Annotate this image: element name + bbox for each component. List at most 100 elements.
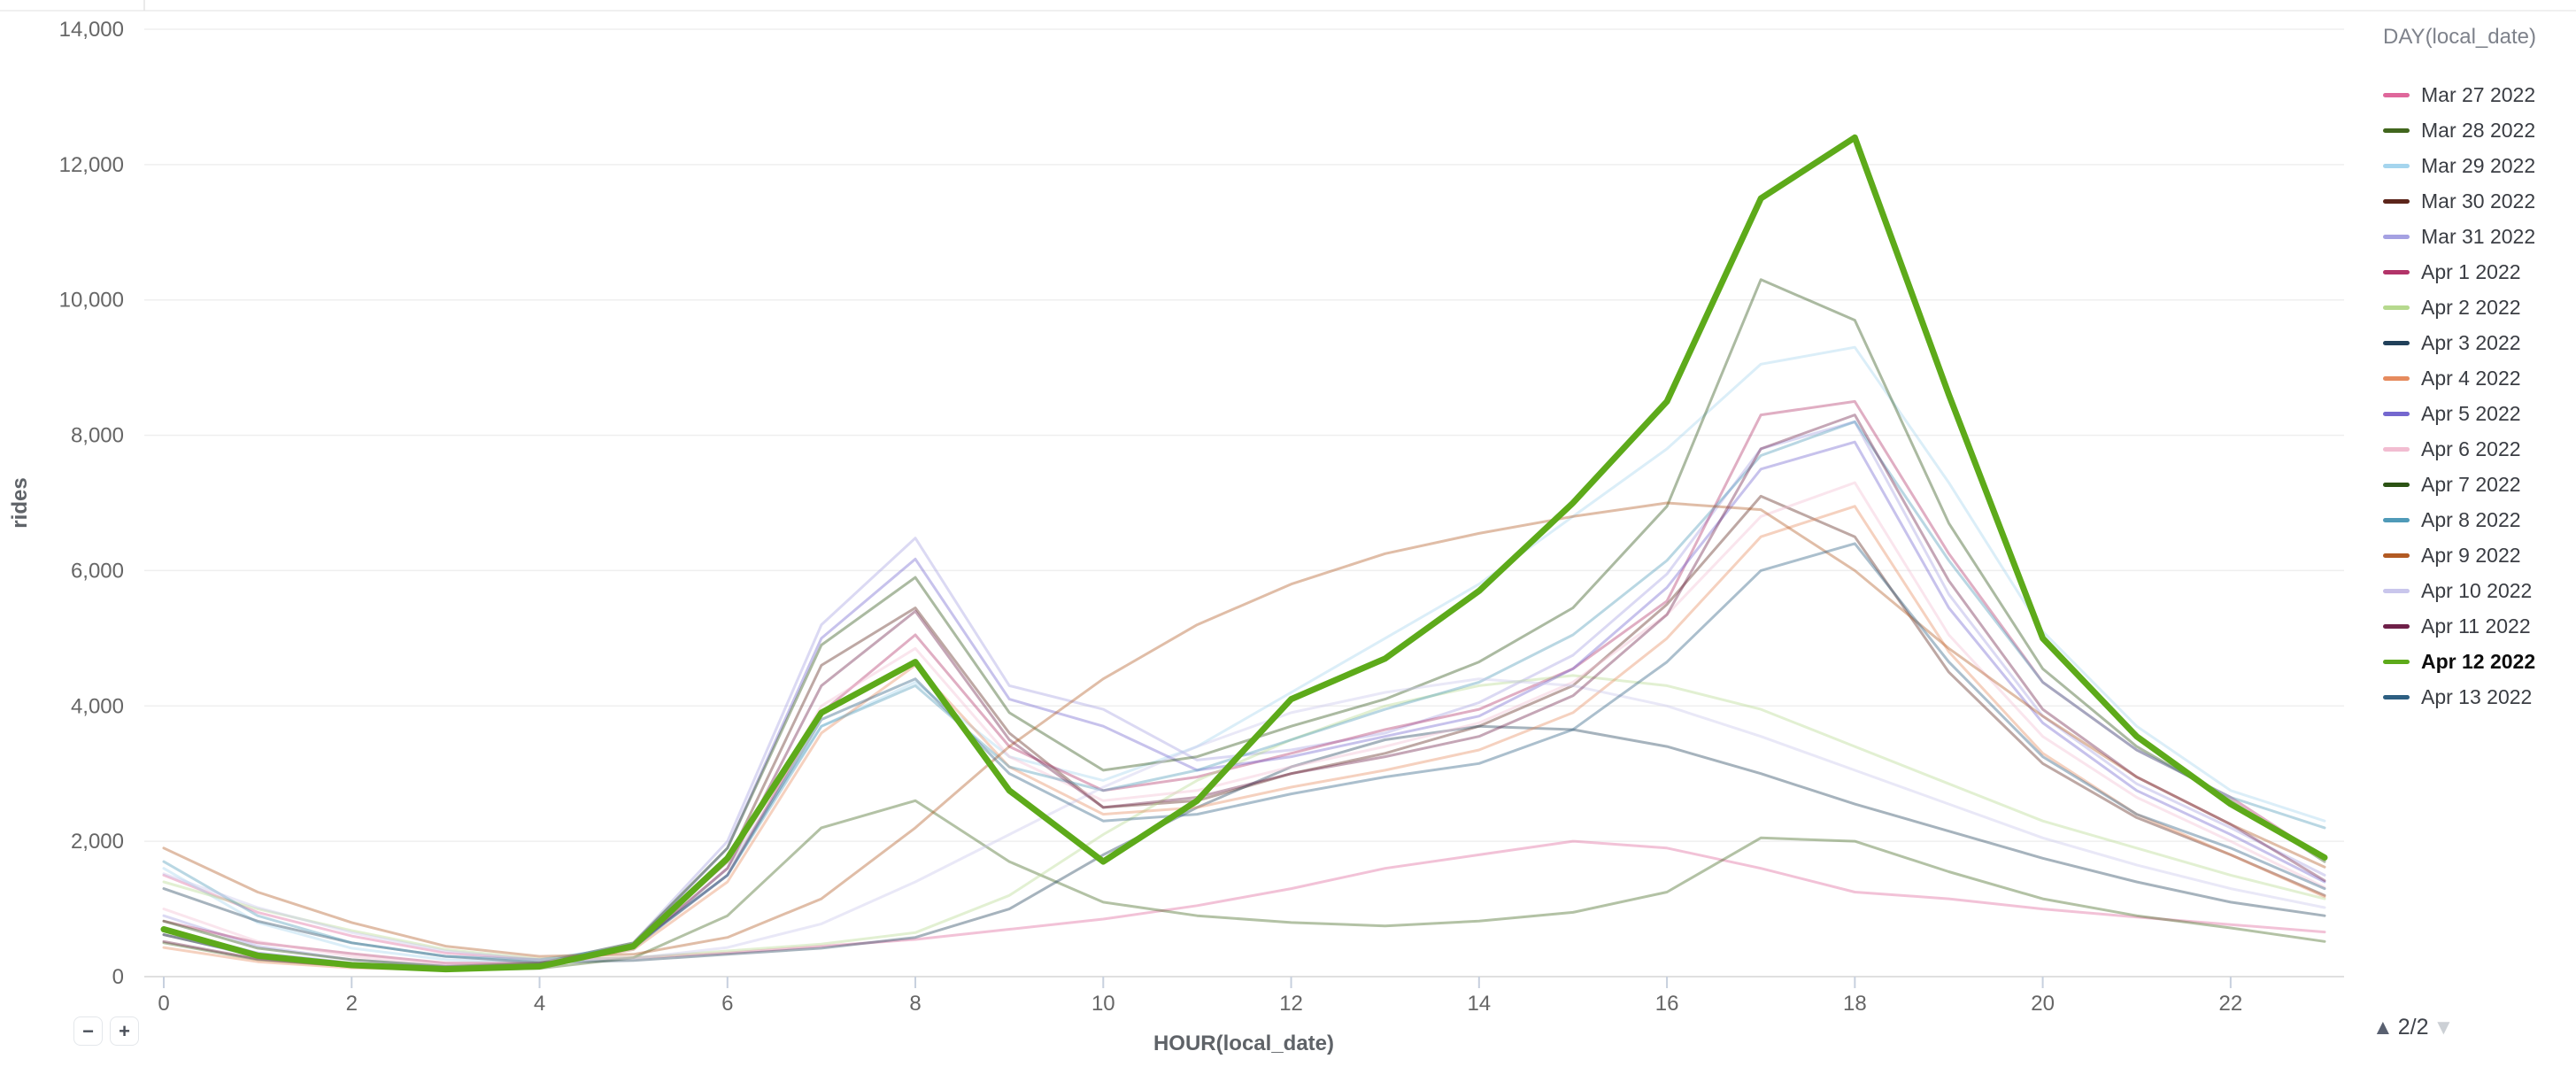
series-line-mar-27-2022 bbox=[162, 839, 2326, 962]
legend-item-apr-2-2022[interactable]: Apr 2 2022 bbox=[2383, 290, 2574, 325]
legend-item-apr-5-2022[interactable]: Apr 5 2022 bbox=[2383, 396, 2574, 431]
axes: 0 2 4 6 8 10 12 14 16 18 20 22 0 2,000 4,000 6,000 8,000… bbox=[59, 18, 2344, 1016]
legend-item-mar-31-2022[interactable]: Mar 31 2022 bbox=[2383, 219, 2574, 254]
x-tick-label: 0 bbox=[158, 992, 169, 1016]
y-tick-label: 14,000 bbox=[59, 18, 124, 42]
legend-item-apr-1-2022[interactable]: Apr 1 2022 bbox=[2383, 254, 2574, 290]
legend-item-mar-29-2022[interactable]: Mar 29 2022 bbox=[2383, 148, 2574, 183]
legend-swatch bbox=[2383, 234, 2410, 239]
legend-swatch bbox=[2383, 163, 2410, 168]
x-tick-label: 20 bbox=[2031, 992, 2055, 1016]
legend-item-apr-11-2022[interactable]: Apr 11 2022 bbox=[2383, 608, 2574, 644]
page-up-button[interactable]: ▲ bbox=[2372, 1015, 2394, 1039]
legend-label: Apr 3 2022 bbox=[2421, 330, 2521, 354]
legend-label: Apr 12 2022 bbox=[2421, 649, 2536, 673]
series-line-apr-7-2022 bbox=[162, 278, 2326, 968]
legend-item-mar-30-2022[interactable]: Mar 30 2022 bbox=[2383, 183, 2574, 219]
legend-swatch bbox=[2383, 340, 2410, 345]
legend-label: Mar 29 2022 bbox=[2421, 153, 2536, 177]
page-indicator: 2/2 bbox=[2397, 1015, 2429, 1039]
y-tick-label: 2,000 bbox=[71, 830, 124, 854]
series-line-apr-4-2022 bbox=[162, 505, 2326, 971]
legend-item-apr-6-2022[interactable]: Apr 6 2022 bbox=[2383, 431, 2574, 467]
series-line-apr-12-2022 bbox=[160, 134, 2328, 973]
legend-label: Mar 28 2022 bbox=[2421, 118, 2536, 142]
zoom-out-button[interactable]: − bbox=[73, 1016, 103, 1046]
legend-item-apr-8-2022[interactable]: Apr 8 2022 bbox=[2383, 502, 2574, 537]
series-line-mar-31-2022 bbox=[162, 420, 2326, 968]
legend-label: Apr 10 2022 bbox=[2421, 578, 2533, 602]
y-tick-label: 4,000 bbox=[71, 694, 124, 718]
x-tick-label: 18 bbox=[1843, 992, 1867, 1016]
y-tick-label: 8,000 bbox=[71, 424, 124, 448]
legend-label: Apr 1 2022 bbox=[2421, 259, 2521, 283]
legend-swatch bbox=[2383, 694, 2410, 699]
legend-item-mar-27-2022[interactable]: Mar 27 2022 bbox=[2383, 77, 2574, 112]
legend: DAY(local_date) Mar 27 2022 Mar 28 2022 Ma… bbox=[2383, 18, 2574, 715]
series-line-mar-28-2022 bbox=[162, 799, 2326, 971]
y-tick-label: 10,000 bbox=[59, 289, 124, 313]
y-tick-label: 6,000 bbox=[71, 559, 124, 583]
legend-label: Apr 4 2022 bbox=[2421, 366, 2521, 390]
legend-label: Apr 6 2022 bbox=[2421, 437, 2521, 460]
x-tick-label: 8 bbox=[909, 992, 921, 1016]
y-tick-label: 0 bbox=[112, 965, 124, 989]
legend-label: Apr 8 2022 bbox=[2421, 507, 2521, 531]
legend-label: Mar 31 2022 bbox=[2421, 224, 2536, 248]
legend-label: Apr 13 2022 bbox=[2421, 684, 2533, 708]
legend-item-apr-9-2022[interactable]: Apr 9 2022 bbox=[2383, 537, 2574, 573]
x-tick-label: 10 bbox=[1091, 992, 1115, 1016]
legend-swatch bbox=[2383, 375, 2410, 381]
legend-swatch bbox=[2383, 305, 2410, 310]
legend-label: Apr 9 2022 bbox=[2421, 543, 2521, 567]
legend-swatch bbox=[2383, 411, 2410, 416]
legend-item-apr-7-2022[interactable]: Apr 7 2022 bbox=[2383, 467, 2574, 502]
x-tick-label: 4 bbox=[534, 992, 545, 1016]
x-tick-label: 12 bbox=[1279, 992, 1303, 1016]
legend-swatch bbox=[2383, 198, 2410, 204]
x-tick-label: 14 bbox=[1467, 992, 1491, 1016]
legend-swatch bbox=[2383, 553, 2410, 558]
y-tick-label: 12,000 bbox=[59, 153, 124, 177]
legend-item-mar-28-2022[interactable]: Mar 28 2022 bbox=[2383, 112, 2574, 148]
legend-pagination: ▲ 2/2 ▼ bbox=[2372, 1015, 2454, 1040]
legend-swatch bbox=[2383, 659, 2410, 664]
series-line-apr-10-2022 bbox=[162, 677, 2326, 962]
x-tick-label: 2 bbox=[346, 992, 358, 1016]
legend-swatch bbox=[2383, 269, 2410, 274]
page-down-button[interactable]: ▼ bbox=[2433, 1015, 2455, 1039]
legend-swatch bbox=[2383, 128, 2410, 133]
series-line-apr-2-2022 bbox=[162, 674, 2326, 961]
series-line-apr-3-2022 bbox=[162, 724, 2326, 964]
x-tick-label: 22 bbox=[2219, 992, 2243, 1016]
y-axis-title: rides bbox=[8, 477, 32, 528]
legend-item-apr-4-2022[interactable]: Apr 4 2022 bbox=[2383, 360, 2574, 396]
legend-label: Mar 27 2022 bbox=[2421, 82, 2536, 106]
legend-item-apr-3-2022[interactable]: Apr 3 2022 bbox=[2383, 325, 2574, 360]
legend-swatch bbox=[2383, 517, 2410, 522]
zoom-in-button[interactable]: + bbox=[110, 1016, 139, 1046]
legend-label: Apr 7 2022 bbox=[2421, 472, 2521, 496]
series-line-apr-1-2022 bbox=[162, 399, 2326, 965]
legend-label: Apr 2 2022 bbox=[2421, 295, 2521, 319]
legend-swatch bbox=[2383, 482, 2410, 487]
series-line-mar-29-2022 bbox=[162, 345, 2326, 964]
series-lines bbox=[160, 134, 2328, 973]
legend-item-apr-10-2022[interactable]: Apr 10 2022 bbox=[2383, 573, 2574, 608]
legend-rows: Mar 27 2022 Mar 28 2022 Mar 29 2022 Mar 30 … bbox=[2383, 77, 2574, 715]
legend-item-apr-13-2022[interactable]: Apr 13 2022 bbox=[2383, 679, 2574, 715]
legend-swatch bbox=[2383, 588, 2410, 593]
legend-label: Apr 5 2022 bbox=[2421, 401, 2521, 425]
legend-title: DAY(local_date) bbox=[2383, 25, 2536, 49]
series-line-apr-9-2022 bbox=[162, 501, 2326, 958]
gridlines bbox=[0, 0, 2576, 842]
legend-item-apr-12-2022[interactable]: Apr 12 2022 bbox=[2383, 644, 2574, 679]
legend-swatch bbox=[2383, 92, 2410, 97]
x-tick-label: 6 bbox=[721, 992, 733, 1016]
series-line-apr-8-2022 bbox=[162, 420, 2326, 962]
legend-swatch bbox=[2383, 623, 2410, 629]
legend-label: Apr 11 2022 bbox=[2421, 614, 2531, 638]
legend-label: Mar 30 2022 bbox=[2421, 189, 2536, 213]
legend-swatch bbox=[2383, 446, 2410, 452]
